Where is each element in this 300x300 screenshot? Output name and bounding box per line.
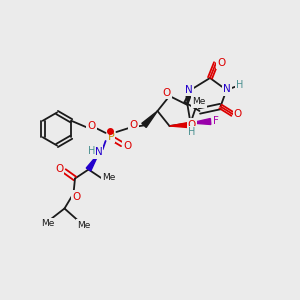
Text: H: H xyxy=(236,80,244,90)
Polygon shape xyxy=(185,91,193,105)
Text: F: F xyxy=(213,116,219,127)
Text: O: O xyxy=(129,119,138,130)
Text: H: H xyxy=(188,127,196,137)
Text: O: O xyxy=(188,119,196,130)
Polygon shape xyxy=(86,153,99,171)
Polygon shape xyxy=(142,111,158,128)
Polygon shape xyxy=(190,118,211,124)
Text: H: H xyxy=(88,146,95,156)
Text: O: O xyxy=(55,164,63,174)
Text: O: O xyxy=(217,58,226,68)
Text: O: O xyxy=(234,109,242,119)
Polygon shape xyxy=(169,123,188,128)
Text: N: N xyxy=(94,147,102,158)
Text: Me: Me xyxy=(41,219,54,228)
Text: N: N xyxy=(223,84,231,94)
Text: Me: Me xyxy=(192,98,206,106)
Text: O: O xyxy=(123,141,131,151)
Text: P: P xyxy=(108,131,114,142)
Text: O: O xyxy=(162,88,171,98)
Text: Me: Me xyxy=(102,172,115,182)
Text: O: O xyxy=(87,121,96,131)
Text: O: O xyxy=(72,191,81,202)
Text: Me: Me xyxy=(77,220,90,230)
Text: N: N xyxy=(185,85,193,95)
